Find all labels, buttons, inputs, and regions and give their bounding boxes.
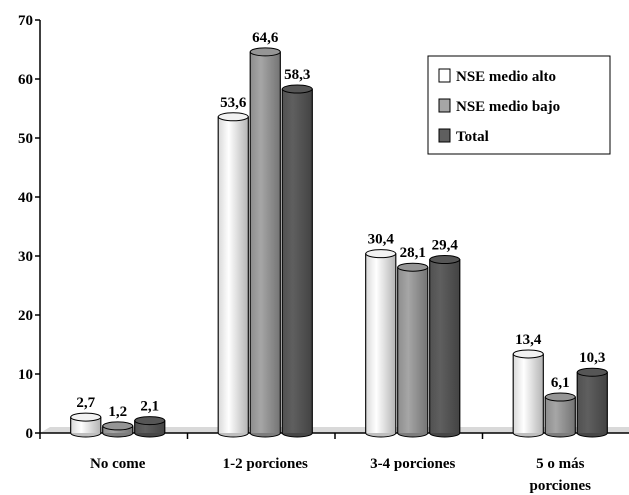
- legend: NSE medio alto NSE medio bajo Total: [427, 55, 611, 155]
- data-label: 10,3: [579, 350, 605, 366]
- bar-top: [512, 349, 544, 359]
- category-label: 5 o más: [536, 456, 584, 472]
- bar-top: [249, 47, 281, 57]
- bar-top: [576, 367, 608, 377]
- y-tick-label: 20: [18, 308, 33, 324]
- y-tick-label: 30: [18, 249, 33, 265]
- bar-body: [282, 89, 313, 433]
- data-label: 29,4: [432, 238, 459, 254]
- data-label: 13,4: [515, 332, 542, 348]
- bar-top: [397, 262, 429, 272]
- bar-body: [545, 397, 576, 433]
- data-labels: 2,7 1,2 2,1 53,6 64,6 58,3 30,4 28,1 29,4 13,4 6,1…: [76, 30, 605, 420]
- category-labels: No come 1-2 porciones 3-4 porciones 5 o más…: [90, 456, 591, 494]
- legend-swatch: [438, 128, 451, 143]
- legend-label: NSE medio bajo: [456, 99, 560, 115]
- bar-top: [70, 412, 102, 422]
- legend-label: NSE medio alto: [456, 69, 556, 85]
- legend-box: [427, 55, 611, 155]
- legend-label: Total: [456, 129, 489, 145]
- data-label: 6,1: [551, 375, 570, 391]
- bar-top: [102, 421, 134, 431]
- bar-body: [397, 267, 428, 433]
- data-label: 2,1: [140, 399, 159, 415]
- bar-body: [513, 353, 544, 433]
- bar-top: [365, 249, 397, 259]
- y-tick-label: 60: [18, 72, 33, 88]
- data-label: 2,7: [76, 395, 95, 411]
- bar-top: [134, 416, 166, 426]
- legend-swatch: [438, 98, 451, 113]
- bar-body: [218, 116, 249, 433]
- y-tick-label: 0: [26, 426, 34, 442]
- y-tick-label: 10: [18, 367, 33, 383]
- axes: 0 10 20 30 40 50 60 70: [18, 13, 629, 442]
- category-label: 1-2 porciones: [223, 456, 308, 472]
- data-label: 30,4: [368, 232, 395, 248]
- bar-top: [281, 84, 313, 94]
- data-label: 28,1: [400, 245, 426, 261]
- bar-body: [70, 417, 101, 433]
- bar-body: [577, 372, 608, 433]
- bar-top: [544, 392, 576, 402]
- floor: [40, 427, 629, 433]
- bar-body: [365, 253, 396, 433]
- bars: [70, 47, 608, 438]
- data-label: 1,2: [108, 404, 127, 420]
- bar-top: [429, 255, 461, 265]
- data-label: 58,3: [284, 67, 310, 83]
- category-label: porciones: [530, 478, 592, 494]
- data-label: 64,6: [252, 30, 279, 46]
- y-tick-label: 70: [18, 13, 33, 29]
- data-label: 53,6: [220, 95, 247, 111]
- category-label: No come: [90, 456, 146, 472]
- category-label: 3-4 porciones: [370, 456, 455, 472]
- bar-body: [429, 259, 460, 433]
- bar-top: [217, 112, 249, 122]
- legend-swatch: [438, 68, 451, 83]
- y-tick-label: 40: [18, 190, 33, 206]
- y-tick-label: 50: [18, 131, 33, 147]
- bar-body: [250, 51, 281, 434]
